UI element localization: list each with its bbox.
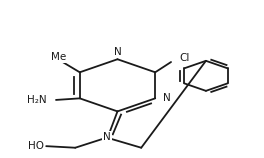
Text: N: N [114,47,121,57]
Text: Me: Me [51,52,66,62]
Text: Cl: Cl [180,53,190,63]
Text: HO: HO [27,141,44,151]
Text: N: N [163,93,171,103]
Text: H₂N: H₂N [27,95,47,105]
Text: N: N [103,132,111,142]
